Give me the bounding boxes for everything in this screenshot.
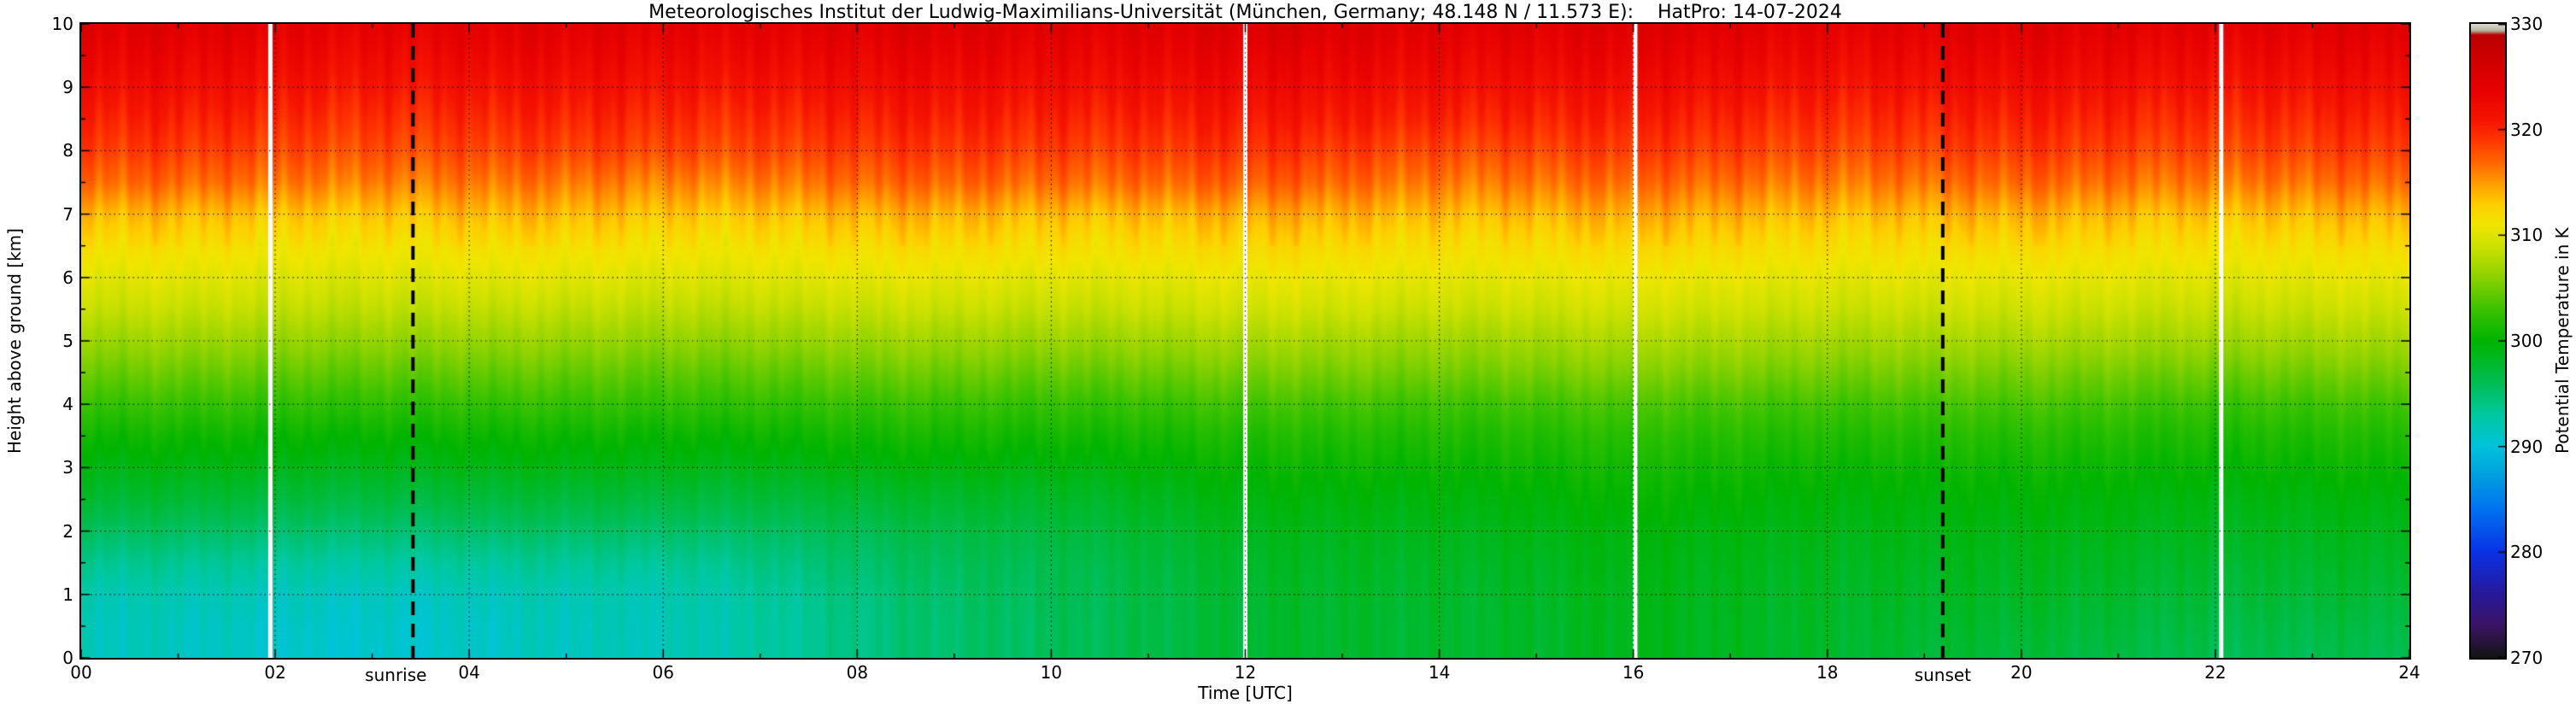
sunrise-annotation-label: sunrise bbox=[365, 665, 427, 685]
x-tick-label: 10 bbox=[1040, 662, 1063, 683]
colorbar bbox=[2469, 22, 2507, 660]
y-tick-label: 7 bbox=[62, 203, 73, 225]
x-tick-label: 00 bbox=[70, 662, 92, 683]
colorbar-tick-label: 300 bbox=[2510, 331, 2544, 351]
x-tick-label: 06 bbox=[652, 662, 674, 683]
colorbar-tick-label: 320 bbox=[2510, 119, 2544, 140]
x-axis-label: Time [UTC] bbox=[1198, 683, 1293, 703]
x-tick-label: 22 bbox=[2204, 662, 2227, 683]
colorbar-tick-label: 330 bbox=[2510, 14, 2544, 34]
plot-area bbox=[79, 22, 2411, 660]
colorbar-label: Potential Temperature in K bbox=[2552, 227, 2573, 455]
y-tick-label: 1 bbox=[62, 584, 73, 605]
y-tick-label: 10 bbox=[51, 14, 73, 34]
x-tick-label: 08 bbox=[846, 662, 869, 683]
x-tick-label: 02 bbox=[264, 662, 286, 683]
x-tick-label: 20 bbox=[2010, 662, 2033, 683]
heatmap-canvas bbox=[81, 24, 2409, 658]
colorbar-tick-label: 280 bbox=[2510, 542, 2544, 563]
x-tick-label: 04 bbox=[458, 662, 480, 683]
y-tick-label: 4 bbox=[62, 394, 73, 415]
y-tick-label: 0 bbox=[62, 648, 73, 668]
colorbar-tick-label: 270 bbox=[2510, 648, 2544, 668]
y-tick-label: 6 bbox=[62, 267, 73, 288]
y-tick-label: 8 bbox=[62, 140, 73, 161]
colorbar-tick-label: 310 bbox=[2510, 225, 2544, 246]
y-tick-label: 2 bbox=[62, 520, 73, 542]
y-tick-label: 5 bbox=[62, 331, 73, 351]
y-axis-label: Height above ground [km] bbox=[4, 228, 25, 454]
chart-title: Meteorologisches Institut der Ludwig-Max… bbox=[648, 2, 1842, 23]
x-tick-label: 16 bbox=[1622, 662, 1645, 683]
x-tick-label: 24 bbox=[2398, 662, 2421, 683]
y-tick-label: 3 bbox=[62, 457, 73, 478]
colorbar-tick-label: 290 bbox=[2510, 436, 2544, 457]
y-tick-label: 9 bbox=[62, 77, 73, 98]
x-tick-label: 18 bbox=[1816, 662, 1839, 683]
colorbar-canvas bbox=[2471, 24, 2505, 658]
sunset-annotation-label: sunset bbox=[1914, 665, 1972, 685]
x-tick-label: 14 bbox=[1428, 662, 1451, 683]
x-tick-label: 12 bbox=[1234, 662, 1257, 683]
